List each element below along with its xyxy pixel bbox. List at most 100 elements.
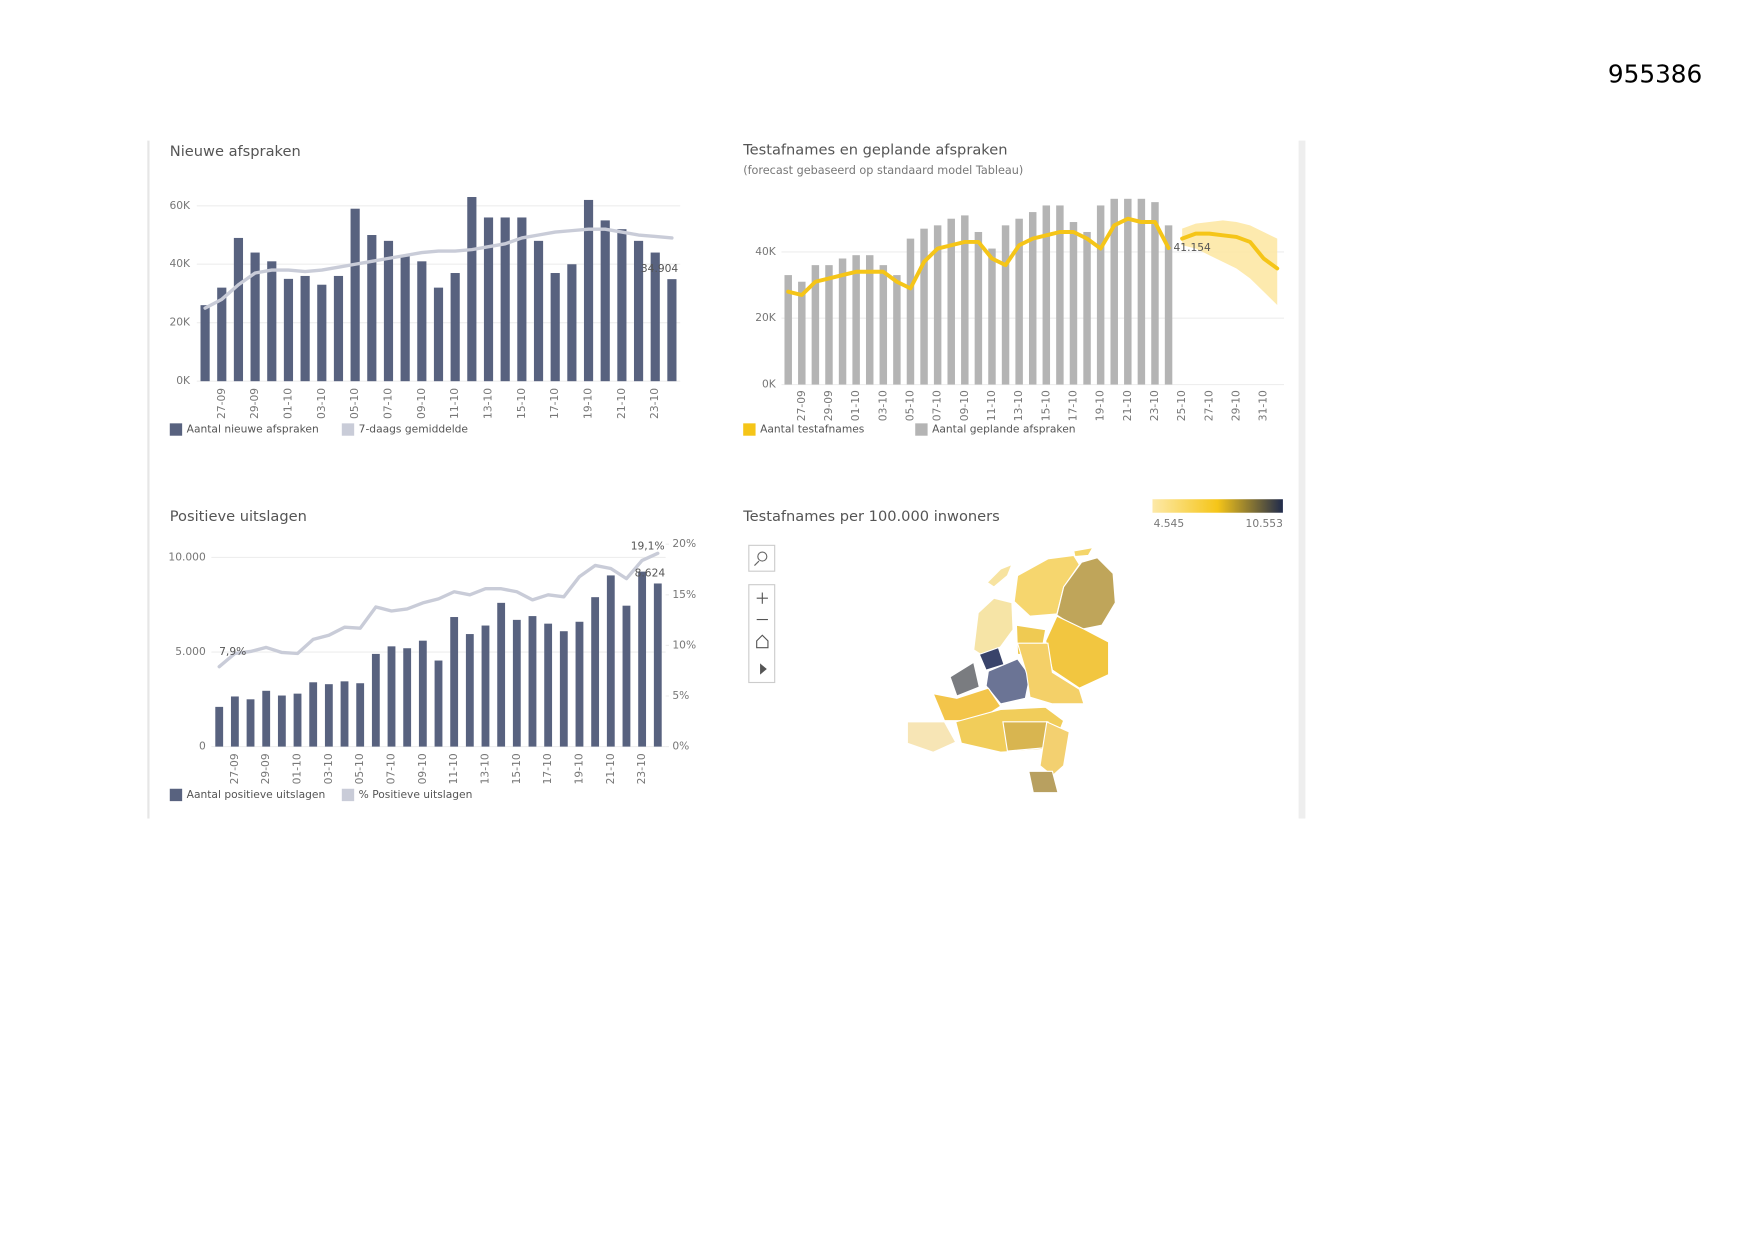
- legend-swatch: [743, 423, 756, 436]
- bar: [267, 261, 277, 382]
- x-tick-label: 13-10: [1012, 390, 1025, 421]
- play-button[interactable]: [760, 663, 767, 675]
- y-tick-label: 20K: [169, 316, 191, 329]
- legend-label: % Positieve uitslagen: [359, 788, 473, 801]
- x-tick-label: 05-10: [353, 753, 366, 784]
- legend-label: Aantal testafnames: [760, 423, 865, 436]
- x-tick-label: 27-09: [215, 388, 228, 419]
- bar: [1137, 198, 1146, 385]
- bar: [500, 217, 510, 382]
- x-tick-label: 23-10: [648, 388, 661, 419]
- chart-title: Nieuwe afspraken: [170, 143, 301, 160]
- bar: [879, 265, 888, 385]
- map: [906, 546, 1116, 794]
- x-tick-label: 11-10: [448, 388, 461, 419]
- bar: [1083, 231, 1091, 385]
- bar: [528, 616, 537, 747]
- legend-label: Aantal nieuwe afspraken: [187, 423, 319, 436]
- x-tick-label: 13-10: [478, 753, 491, 784]
- bar: [1164, 225, 1173, 385]
- bar: [417, 261, 427, 382]
- chart-title: Positieve uitslagen: [170, 508, 307, 525]
- y-tick-label: 40K: [169, 257, 191, 270]
- bar: [617, 229, 627, 382]
- y2-tick-label: 20%: [672, 537, 696, 550]
- line: [786, 216, 1171, 297]
- legend-label: Aantal positieve uitslagen: [187, 788, 326, 801]
- x-tick-label: 01-10: [281, 388, 294, 419]
- x-tick-label: 05-10: [348, 388, 361, 419]
- bar: [262, 690, 271, 747]
- bar: [483, 217, 494, 382]
- bar: [400, 255, 410, 382]
- search-button[interactable]: [748, 544, 776, 572]
- bar: [418, 640, 427, 747]
- bar: [317, 284, 327, 382]
- x-tick-label: 19-10: [582, 388, 595, 419]
- y2-tick-label: 15%: [672, 588, 696, 601]
- bar: [961, 215, 969, 385]
- bar: [367, 235, 377, 382]
- bar: [1124, 198, 1132, 385]
- x-tick-label: 01-10: [849, 390, 862, 421]
- bar: [433, 287, 444, 382]
- bar: [653, 583, 662, 747]
- bar: [403, 648, 412, 747]
- map-region: [906, 721, 957, 753]
- x-tick-label: 03-10: [322, 753, 335, 784]
- x-tick-label: 07-10: [931, 390, 944, 421]
- y-tick-label: 5.000: [175, 645, 206, 658]
- bar: [606, 575, 615, 747]
- x-tick-label: 23-10: [1148, 390, 1161, 421]
- line: [217, 551, 660, 669]
- x-tick-label: 23-10: [635, 753, 648, 784]
- zoom-in-button[interactable]: [756, 592, 768, 604]
- data-label: 19,1%: [631, 540, 665, 553]
- bar: [383, 240, 394, 382]
- legend-swatch: [341, 788, 355, 802]
- bar: [283, 278, 294, 382]
- line: [203, 227, 674, 310]
- map-region: [986, 563, 1013, 588]
- bar: [825, 265, 833, 385]
- x-tick-label: 17-10: [548, 388, 561, 419]
- x-tick-label: 15-10: [510, 753, 523, 784]
- y-tick-label: 10.000: [168, 550, 206, 563]
- bar: [650, 252, 660, 382]
- bar: [893, 275, 901, 385]
- bar: [533, 240, 544, 382]
- bar: [497, 602, 506, 747]
- y-tick-label: 60K: [169, 199, 191, 212]
- bar: [906, 238, 915, 385]
- home-button[interactable]: [756, 634, 769, 649]
- bar: [798, 281, 806, 385]
- bar: [638, 571, 647, 747]
- x-tick-label: 07-10: [385, 753, 398, 784]
- bar: [1001, 225, 1010, 385]
- bar: [300, 275, 310, 382]
- bar: [1056, 205, 1064, 385]
- x-tick-label: 09-10: [415, 388, 428, 419]
- bar: [465, 634, 474, 747]
- y2-tick-label: 10%: [672, 638, 696, 651]
- bar: [333, 275, 344, 382]
- x-tick-label: 25-10: [1175, 390, 1188, 421]
- bar: [450, 617, 459, 747]
- x-tick-label: 09-10: [958, 390, 971, 421]
- bar: [434, 660, 443, 747]
- legend-label: 7-daags gemiddelde: [359, 423, 468, 436]
- map-region: [1028, 770, 1059, 794]
- bar: [559, 631, 568, 747]
- x-tick-label: 29-10: [1229, 390, 1242, 421]
- x-tick-label: 27-09: [795, 390, 808, 421]
- x-tick-label: 11-10: [447, 753, 460, 784]
- y-tick-label: 40K: [755, 245, 777, 258]
- map-region: [1002, 721, 1049, 752]
- bar: [340, 681, 349, 747]
- bar: [988, 248, 996, 385]
- bar: [1096, 205, 1105, 385]
- bar: [1069, 222, 1078, 385]
- x-tick-label: 03-10: [876, 390, 889, 421]
- bar: [544, 623, 553, 747]
- map-controls: [748, 544, 776, 684]
